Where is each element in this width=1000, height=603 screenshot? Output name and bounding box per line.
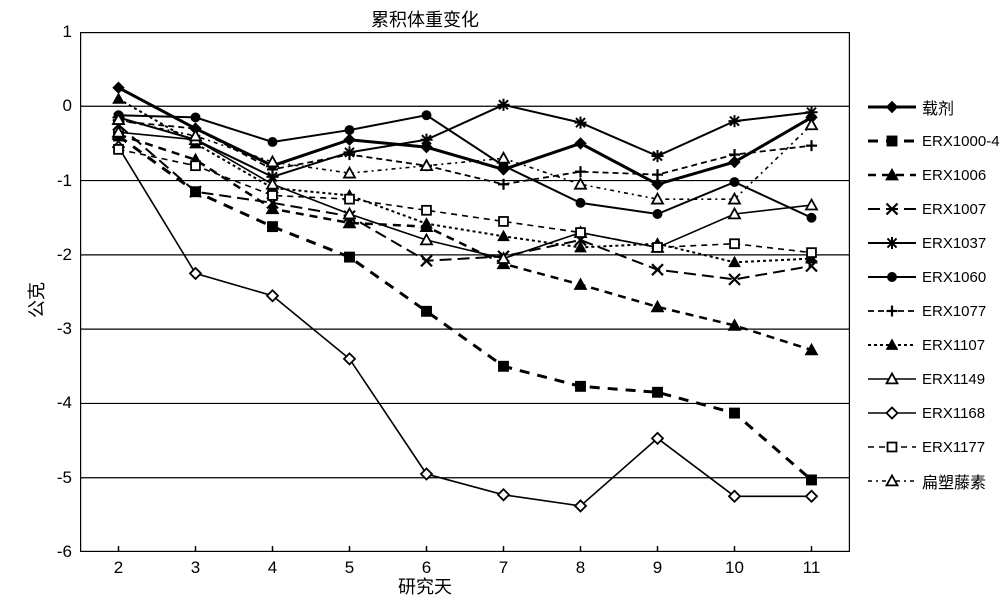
legend-label: ERX1060 bbox=[916, 269, 986, 286]
legend-label: 扁塑藤素 bbox=[916, 469, 986, 493]
y-tick-label: -1 bbox=[57, 171, 80, 191]
series-ERX1149 bbox=[113, 127, 817, 263]
x-tick-label: 7 bbox=[499, 552, 508, 578]
legend-label: 载剂 bbox=[916, 95, 954, 119]
series-ERX1000-4 bbox=[114, 131, 817, 485]
chart-title: 累积体重变化 bbox=[0, 6, 850, 32]
x-tick-label: 5 bbox=[345, 552, 354, 578]
series-载剂 bbox=[113, 82, 817, 190]
x-tick-label: 8 bbox=[576, 552, 585, 578]
legend-item-载剂: 载剂 bbox=[868, 90, 998, 124]
legend-label: ERX1107 bbox=[916, 337, 985, 354]
legend-label: ERX1168 bbox=[916, 405, 985, 422]
legend-item-ERX1168: ERX1168 bbox=[868, 396, 998, 430]
legend-label: ERX1037 bbox=[916, 235, 986, 252]
x-tick-label: 4 bbox=[268, 552, 277, 578]
series-ERX1168 bbox=[113, 142, 817, 512]
x-tick-label: 2 bbox=[114, 552, 123, 578]
y-tick-label: 1 bbox=[63, 22, 80, 42]
legend-item-ERX1177: ERX1177 bbox=[868, 430, 998, 464]
legend-label: ERX1077 bbox=[916, 303, 986, 320]
series-ERX1060 bbox=[114, 111, 816, 222]
legend: 载剂 ERX1000-4 ERX1006 ERX1007 ERX1037 ERX1060 E… bbox=[868, 90, 998, 498]
y-tick-label: -5 bbox=[57, 468, 80, 488]
x-tick-label: 6 bbox=[422, 552, 431, 578]
legend-label: ERX1000-4 bbox=[916, 133, 1000, 150]
legend-item-ERX1037: ERX1037 bbox=[868, 226, 998, 260]
y-tick-label: -6 bbox=[57, 542, 80, 562]
y-tick-label: -3 bbox=[57, 319, 80, 339]
legend-item-ERX1107: ERX1107 bbox=[868, 328, 998, 362]
plot-area: -6-5-4-3-2-101234567891011 bbox=[80, 32, 850, 552]
y-tick-label: 0 bbox=[63, 96, 80, 116]
legend-item-ERX1000-4: ERX1000-4 bbox=[868, 124, 998, 158]
x-tick-label: 9 bbox=[653, 552, 662, 578]
y-tick-label: -4 bbox=[57, 393, 80, 413]
legend-label: ERX1006 bbox=[916, 167, 986, 184]
legend-item-ERX1006: ERX1006 bbox=[868, 158, 998, 192]
y-axis-label: 公克 bbox=[23, 282, 49, 318]
x-tick-label: 3 bbox=[191, 552, 200, 578]
legend-label: ERX1007 bbox=[916, 201, 986, 218]
legend-item-ERX1149: ERX1149 bbox=[868, 362, 998, 396]
legend-item-ERX1060: ERX1060 bbox=[868, 260, 998, 294]
legend-item-ERX1077: ERX1077 bbox=[868, 294, 998, 328]
y-tick-label: -2 bbox=[57, 245, 80, 265]
legend-label: ERX1149 bbox=[916, 371, 985, 388]
x-tick-label: 10 bbox=[725, 552, 744, 578]
x-tick-label: 11 bbox=[803, 552, 821, 578]
series-ERX1007 bbox=[113, 119, 817, 285]
legend-item-ERX1007: ERX1007 bbox=[868, 192, 998, 226]
chart-svg bbox=[80, 32, 850, 552]
legend-label: ERX1177 bbox=[916, 439, 985, 456]
legend-item-扁塑藤素: 扁塑藤素 bbox=[868, 464, 998, 498]
